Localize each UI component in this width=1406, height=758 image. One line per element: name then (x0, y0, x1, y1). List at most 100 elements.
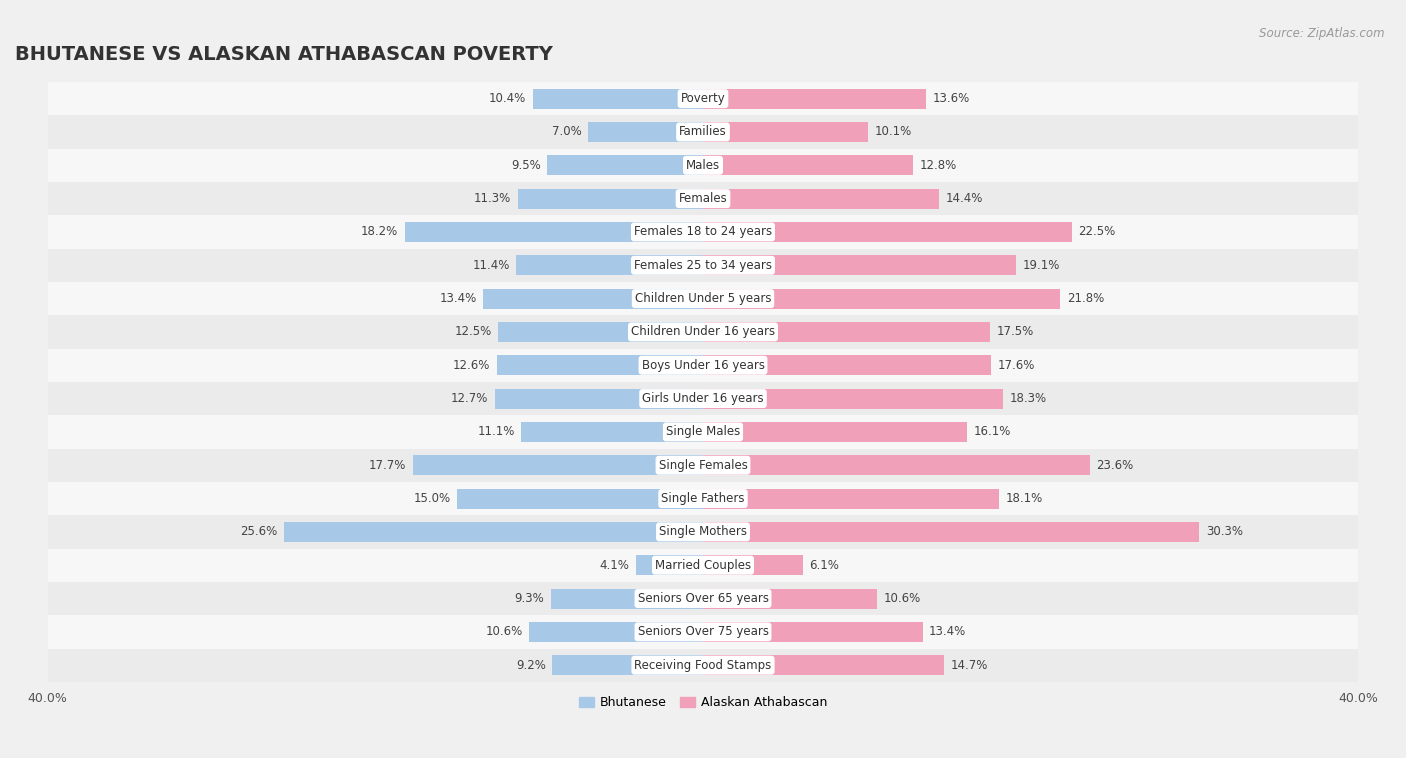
Bar (48, 315, 1358, 349)
Text: 30.3%: 30.3% (1206, 525, 1243, 538)
Bar (517, 189, 703, 208)
Bar (703, 89, 925, 108)
Text: 16.1%: 16.1% (973, 425, 1011, 438)
Bar (703, 522, 1199, 542)
Text: 22.5%: 22.5% (1078, 225, 1115, 239)
Bar (522, 422, 703, 442)
Text: Single Mothers: Single Mothers (659, 525, 747, 538)
Bar (703, 189, 939, 208)
Bar (48, 482, 1358, 515)
Bar (551, 588, 703, 609)
Bar (703, 555, 803, 575)
Text: Females 18 to 24 years: Females 18 to 24 years (634, 225, 772, 239)
Bar (48, 382, 1358, 415)
Text: 23.6%: 23.6% (1097, 459, 1133, 471)
Text: 12.7%: 12.7% (451, 392, 488, 405)
Bar (48, 415, 1358, 449)
Bar (405, 222, 703, 242)
Text: Families: Families (679, 126, 727, 139)
Bar (48, 182, 1358, 215)
Bar (703, 322, 990, 342)
Text: Females 25 to 34 years: Females 25 to 34 years (634, 258, 772, 272)
Bar (48, 582, 1358, 615)
Bar (636, 555, 703, 575)
Bar (48, 282, 1358, 315)
Text: 10.1%: 10.1% (875, 126, 912, 139)
Bar (703, 389, 1002, 409)
Text: 6.1%: 6.1% (810, 559, 839, 572)
Bar (533, 89, 703, 108)
Text: 4.1%: 4.1% (599, 559, 630, 572)
Text: 25.6%: 25.6% (240, 525, 277, 538)
Text: Females: Females (679, 192, 727, 205)
Text: 10.4%: 10.4% (489, 92, 526, 105)
Bar (48, 115, 1358, 149)
Text: BHUTANESE VS ALASKAN ATHABASCAN POVERTY: BHUTANESE VS ALASKAN ATHABASCAN POVERTY (15, 45, 553, 64)
Text: 10.6%: 10.6% (485, 625, 523, 638)
Text: Single Females: Single Females (658, 459, 748, 471)
Bar (48, 615, 1358, 649)
Bar (48, 149, 1358, 182)
Bar (48, 449, 1358, 482)
Bar (496, 356, 703, 375)
Text: Males: Males (686, 158, 720, 172)
Text: 11.3%: 11.3% (474, 192, 512, 205)
Bar (516, 255, 703, 275)
Text: 19.1%: 19.1% (1022, 258, 1060, 272)
Text: Children Under 5 years: Children Under 5 years (634, 292, 772, 305)
Text: 12.8%: 12.8% (920, 158, 956, 172)
Text: 13.4%: 13.4% (440, 292, 477, 305)
Text: 14.7%: 14.7% (950, 659, 988, 672)
Bar (703, 255, 1017, 275)
Bar (553, 655, 703, 675)
Text: Seniors Over 65 years: Seniors Over 65 years (637, 592, 769, 605)
Bar (284, 522, 703, 542)
Bar (547, 155, 703, 175)
Bar (703, 289, 1060, 309)
Bar (413, 456, 703, 475)
Bar (703, 155, 912, 175)
Bar (484, 289, 703, 309)
Text: Girls Under 16 years: Girls Under 16 years (643, 392, 763, 405)
Bar (495, 389, 703, 409)
Bar (703, 422, 967, 442)
Legend: Bhutanese, Alaskan Athabascan: Bhutanese, Alaskan Athabascan (574, 691, 832, 714)
Text: 7.0%: 7.0% (553, 126, 582, 139)
Text: Single Males: Single Males (666, 425, 740, 438)
Text: Single Fathers: Single Fathers (661, 492, 745, 505)
Bar (48, 349, 1358, 382)
Text: 17.7%: 17.7% (370, 459, 406, 471)
Text: 17.5%: 17.5% (997, 325, 1033, 338)
Text: 18.1%: 18.1% (1007, 492, 1043, 505)
Bar (48, 649, 1358, 682)
Bar (457, 489, 703, 509)
Bar (703, 222, 1071, 242)
Bar (703, 456, 1090, 475)
Text: Children Under 16 years: Children Under 16 years (631, 325, 775, 338)
Text: 9.3%: 9.3% (515, 592, 544, 605)
Bar (703, 356, 991, 375)
Text: Receiving Food Stamps: Receiving Food Stamps (634, 659, 772, 672)
Text: 18.3%: 18.3% (1010, 392, 1046, 405)
Bar (703, 122, 869, 142)
Text: 18.2%: 18.2% (361, 225, 398, 239)
Text: 17.6%: 17.6% (998, 359, 1035, 371)
Text: 9.2%: 9.2% (516, 659, 546, 672)
Text: 9.5%: 9.5% (510, 158, 541, 172)
Text: Seniors Over 75 years: Seniors Over 75 years (637, 625, 769, 638)
Text: 12.5%: 12.5% (454, 325, 492, 338)
Bar (498, 322, 703, 342)
Bar (588, 122, 703, 142)
Text: Poverty: Poverty (681, 92, 725, 105)
Bar (703, 489, 1000, 509)
Bar (703, 655, 943, 675)
Bar (48, 82, 1358, 115)
Text: 13.6%: 13.6% (932, 92, 970, 105)
Bar (48, 249, 1358, 282)
Bar (530, 622, 703, 642)
Text: 21.8%: 21.8% (1067, 292, 1104, 305)
Text: 11.4%: 11.4% (472, 258, 510, 272)
Bar (48, 515, 1358, 549)
Text: Source: ZipAtlas.com: Source: ZipAtlas.com (1260, 27, 1385, 39)
Bar (48, 215, 1358, 249)
